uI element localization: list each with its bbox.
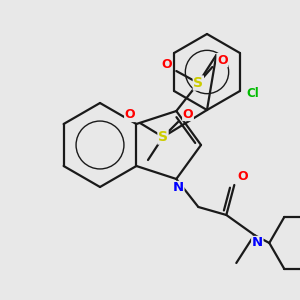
Text: S: S <box>158 130 168 144</box>
Text: S: S <box>193 76 203 90</box>
Text: O: O <box>125 109 135 122</box>
Text: O: O <box>183 107 193 121</box>
Text: N: N <box>173 182 184 194</box>
Text: N: N <box>252 236 263 250</box>
Text: Cl: Cl <box>247 86 259 100</box>
Text: O: O <box>237 170 247 184</box>
Text: O: O <box>217 53 228 67</box>
Text: O: O <box>161 58 172 70</box>
